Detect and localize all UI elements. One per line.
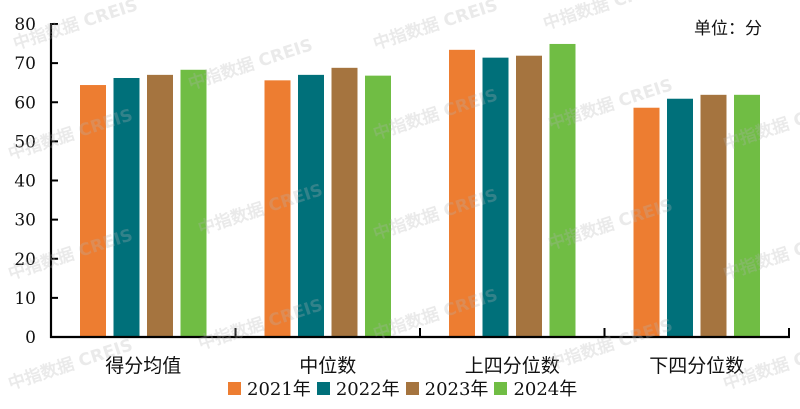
bar [549, 43, 576, 337]
x-category-label: 下四分位数 [649, 355, 744, 377]
y-tick-label: 60 [14, 93, 36, 113]
legend-label: 2021年 [247, 379, 311, 400]
x-category-label: 得分均值 [105, 355, 181, 377]
bar [113, 77, 140, 337]
legend-item: 2023年 [405, 375, 489, 401]
y-tick-label: 20 [14, 250, 36, 270]
bar [734, 94, 760, 336]
bar [667, 98, 693, 336]
y-tick-label: 30 [14, 211, 36, 231]
bar [147, 74, 173, 337]
bar [365, 75, 391, 337]
x-axis: 得分均值 中位数 上四分位数 下四分位数 [50, 328, 790, 377]
bar [180, 69, 207, 337]
y-tick-label: 0 [25, 328, 36, 348]
legend-label: 2023年 [424, 379, 489, 400]
legend-item: 2024年 [494, 375, 577, 401]
x-category-label: 中位数 [299, 355, 356, 377]
legend-swatch-icon [316, 381, 330, 395]
y-axis: 0 10 20 30 40 50 60 70 80 [14, 15, 58, 348]
y-tick-label: 10 [14, 289, 36, 309]
bar [633, 107, 660, 336]
legend-item: 2021年 [228, 375, 311, 401]
bar [80, 85, 106, 336]
legend-swatch-icon [494, 381, 508, 395]
legend-label: 2022年 [335, 379, 400, 400]
unit-label: 单位：分 [694, 19, 762, 39]
y-tick-label: 70 [14, 54, 36, 74]
legend: 2021年 2022年 2023年 2024年 [228, 376, 583, 400]
y-tick-label: 80 [14, 15, 36, 35]
bars [80, 43, 760, 337]
bar [482, 57, 509, 337]
bar [264, 80, 291, 336]
bar [516, 55, 542, 336]
legend-swatch-icon [228, 381, 241, 395]
legend-swatch-icon [405, 381, 419, 395]
y-tick-label: 40 [14, 172, 36, 192]
y-tick-label: 50 [14, 132, 36, 152]
bar [449, 49, 475, 336]
bar [700, 94, 727, 336]
legend-label: 2024年 [513, 379, 578, 400]
legend-item: 2022年 [316, 375, 400, 401]
bar [298, 74, 324, 337]
bar [331, 67, 358, 336]
x-category-label: 上四分位数 [465, 355, 560, 377]
